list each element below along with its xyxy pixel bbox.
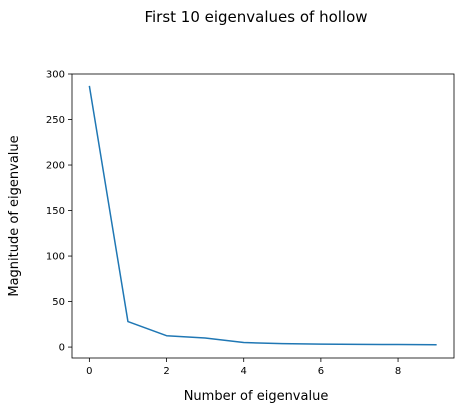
x-tick-label: 6 [318, 366, 324, 377]
x-tick-label: 4 [241, 366, 247, 377]
y-tick-label: 200 [46, 161, 65, 172]
y-tick-label: 300 [46, 70, 65, 81]
x-axis-ticks: 0 2 4 6 8 [86, 358, 401, 377]
series-group [88, 85, 437, 346]
x-tick-label: 2 [163, 366, 169, 377]
y-tick-label: 50 [52, 297, 65, 308]
axes [71, 73, 455, 359]
y-tick-label: 150 [46, 206, 65, 217]
x-tick-label: 8 [395, 366, 401, 377]
y-tick-label: 0 [59, 343, 65, 354]
y-axis-label: Magnitude of eigenvalue [7, 135, 22, 296]
y-tick-label: 250 [46, 115, 65, 126]
x-tick-label: 0 [86, 366, 92, 377]
y-tick-label: 100 [46, 252, 65, 263]
y-axis-ticks: 0 50 100 150 200 250 300 [46, 70, 72, 354]
plot-frame [71, 73, 455, 359]
chart-title: First 10 eigenvalues of hollow [144, 8, 367, 26]
x-axis-label: Number of eigenvalue [184, 389, 329, 404]
series-line-0 [88, 85, 437, 346]
